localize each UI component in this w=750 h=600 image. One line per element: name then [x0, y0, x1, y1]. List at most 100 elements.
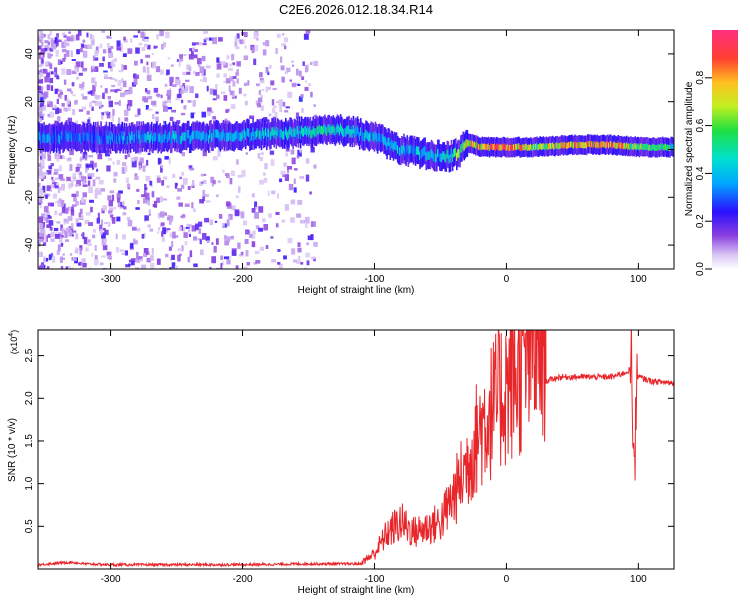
noise-cell — [118, 69, 124, 73]
noise-cell — [94, 255, 98, 260]
noise-cell — [50, 71, 55, 75]
noise-cell — [43, 206, 49, 213]
noise-cell — [193, 70, 196, 74]
noise-cell — [285, 106, 290, 109]
noise-cell — [42, 69, 48, 74]
noise-cell — [66, 36, 71, 42]
noise-cell — [298, 96, 303, 102]
noise-cell — [151, 100, 156, 106]
ridge-core-cell — [552, 142, 554, 149]
noise-cell — [200, 173, 204, 177]
noise-cell — [179, 84, 183, 89]
noise-cell — [150, 185, 153, 188]
noise-cell — [183, 178, 188, 185]
noise-cell — [72, 94, 76, 97]
ridge-core-cell — [208, 135, 210, 144]
ridge-core-cell — [109, 136, 112, 145]
noise-cell — [99, 95, 102, 99]
noise-cell — [228, 67, 233, 71]
x-tick-label: 100 — [630, 274, 647, 285]
ridge-core-cell — [215, 129, 217, 138]
noise-cell — [260, 156, 264, 160]
ridge-core-cell — [382, 133, 384, 143]
ridge-core-cell — [500, 144, 502, 151]
noise-cell — [248, 233, 253, 238]
noise-cell — [155, 116, 159, 123]
noise-cell — [99, 224, 103, 232]
noise-cell — [134, 156, 139, 161]
noise-cell — [214, 220, 218, 223]
ridge-core-cell — [542, 142, 545, 149]
ridge-core-cell — [379, 132, 381, 142]
noise-cell — [283, 255, 287, 260]
noise-cell — [263, 172, 266, 176]
ridge-core-cell — [623, 142, 626, 149]
ridge-core-cell — [546, 144, 549, 151]
noise-cell — [38, 182, 41, 187]
noise-cell — [127, 151, 131, 158]
noise-cell — [174, 182, 178, 189]
noise-cell — [213, 89, 217, 96]
noise-cell — [96, 101, 102, 105]
ridge-core-cell — [126, 136, 129, 145]
noise-cell — [44, 40, 49, 44]
ridge-core-cell — [383, 136, 385, 145]
noise-cell — [150, 262, 155, 269]
ridge-core-cell — [477, 142, 479, 149]
ridge-core-cell — [308, 128, 310, 137]
noise-cell — [112, 109, 115, 116]
noise-cell — [265, 245, 269, 249]
noise-cell — [38, 198, 42, 201]
noise-cell — [160, 222, 165, 226]
noise-cell — [49, 226, 53, 231]
ridge-core-cell — [106, 135, 109, 144]
noise-cell — [252, 230, 257, 234]
noise-cell — [223, 80, 227, 83]
noise-cell — [49, 77, 54, 84]
ridge-core-cell — [621, 143, 624, 150]
noise-cell — [168, 218, 172, 225]
ridge-core-cell — [254, 131, 256, 140]
ridge-core-cell — [509, 144, 512, 151]
snr-panel: -300 -200 -100 0 100 0.51.01.52.02.5 Height … — [7, 329, 675, 596]
noise-cell — [104, 74, 108, 77]
noise-cell — [94, 245, 97, 251]
noise-cell — [239, 254, 244, 257]
ridge-core-cell — [535, 143, 537, 150]
noise-cell — [137, 108, 141, 116]
ridge-core-cell — [349, 129, 351, 138]
ridge-core-cell — [488, 145, 491, 151]
ridge-core-cell — [77, 133, 79, 142]
noise-cell — [111, 194, 115, 202]
noise-cell — [87, 180, 91, 186]
noise-cell — [131, 258, 136, 262]
ridge-core-cell — [158, 133, 160, 143]
ridge-core-cell — [217, 130, 220, 139]
ridge-core-cell — [136, 130, 138, 139]
noise-cell — [129, 246, 134, 250]
noise-cell — [290, 199, 296, 205]
noise-cell — [169, 76, 174, 83]
noise-cell — [71, 82, 75, 87]
noise-cell — [221, 61, 226, 66]
noise-cell — [38, 93, 42, 99]
ridge-core-cell — [335, 125, 338, 135]
ridge-core-cell — [474, 141, 476, 148]
noise-cell — [189, 250, 193, 258]
noise-cell — [89, 101, 93, 108]
noise-cell — [216, 267, 220, 269]
noise-cell — [38, 112, 43, 117]
noise-cell — [38, 149, 42, 157]
ridge-core-cell — [557, 143, 559, 150]
noise-cell — [140, 59, 143, 64]
noise-cell — [212, 116, 216, 120]
noise-cell — [182, 71, 188, 76]
ridge-core-cell — [642, 143, 645, 150]
noise-cell — [57, 244, 61, 252]
noise-cell — [89, 90, 93, 95]
noise-cell — [212, 156, 218, 161]
noise-cell — [227, 256, 232, 259]
ridge-core-cell — [313, 128, 316, 137]
noise-cell — [226, 219, 230, 227]
ridge-core-cell — [296, 126, 299, 135]
